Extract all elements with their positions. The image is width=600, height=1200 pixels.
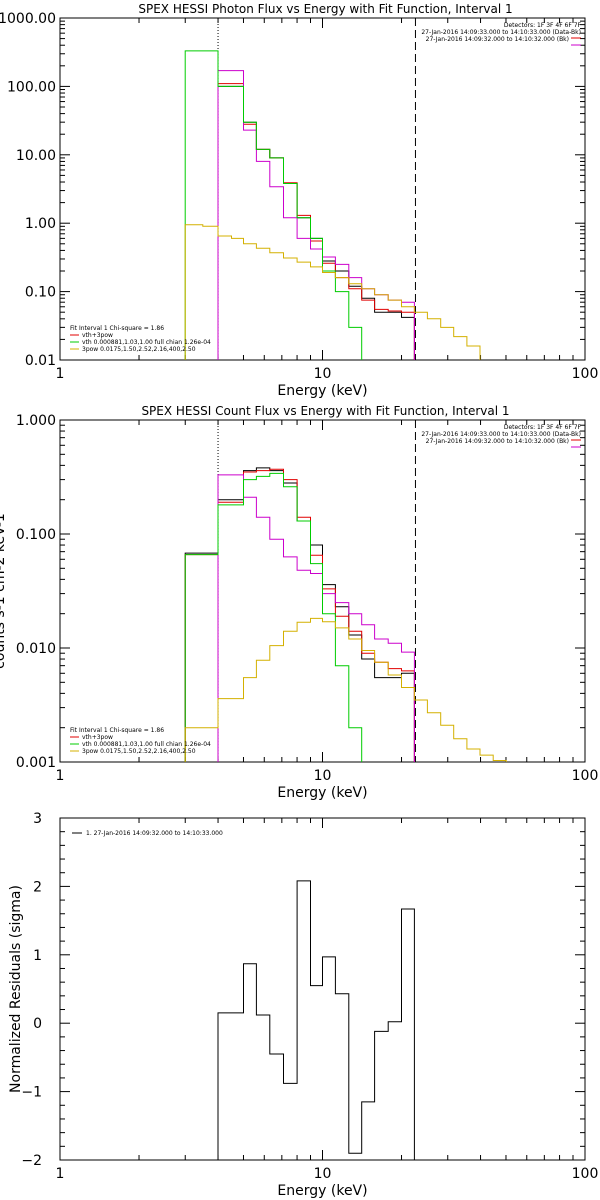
y-tick-label: 1.00 [25,216,56,232]
legend-entry: vth 0.000881,1.03,1.00 full chian 1.26e-… [82,339,211,346]
chart-title: SPEX HESSI Photon Flux vs Energy with Fi… [138,2,512,16]
y-tick-label: 3 [33,811,42,827]
legend-entry: 3pow 0.0175,1.50,2.52,2.16,400,2.50 [82,346,196,353]
legend-entry: Fit Interval 1 Chi-square = 1.86 [70,727,164,734]
series-black-histogram [217,85,415,360]
x-tick-label: 10 [314,366,332,382]
series-green-histogram [184,472,363,762]
series-yellow-histogram [184,224,481,360]
series-magenta-histogram [217,70,415,360]
legend-entry: vth 0.000881,1.03,1.00 full chian 1.26e-… [82,741,211,748]
legend-entry: vth+3pow [82,734,113,741]
x-axis-label: Energy (keV) [277,785,367,801]
y-tick-label: 0.01 [25,353,56,369]
y-tick-label: 1.000 [16,413,56,429]
x-tick-label: 1 [56,1166,65,1182]
y-tick-label: 0.001 [16,755,56,771]
x-tick-label: 10 [314,768,332,784]
y-tick-label: 1 [33,948,42,964]
detector-header-line: Detectors: 1F 3F 4F 6F 7F [504,22,582,29]
detector-header-line: 27-Jan-2016 14:09:32.000 to 14:10:32.000… [426,438,569,445]
series-black-histogram [184,467,415,762]
x-tick-label: 1 [56,768,65,784]
x-tick-label: 100 [572,1166,599,1182]
x-tick-label: 10 [314,1166,332,1182]
series-red-histogram [217,83,415,360]
x-tick-label: 1 [56,366,65,382]
y-tick-label: −1 [21,1085,42,1101]
detector-header-line: 27-Jan-2016 14:09:33.000 to 14:10:33.000… [421,29,581,36]
y-tick-label: 10.00 [16,148,56,164]
detector-header-line: Detectors: 1F 3F 4F 6F 7F [504,424,582,431]
panel-2: 1 10 100 0.001 0.010 0.100 1.000 SPEX HESSI Cou… [0,404,598,801]
x-tick-label: 100 [572,768,599,784]
x-axis-label: Energy (keV) [277,1183,367,1199]
legend-entry: 1. 27-Jan-2016 14:09:32.000 to 14:10:33.… [86,830,223,837]
y-tick-label: 100.00 [7,79,56,95]
legend-entry: Fit Interval 1 Chi-square = 1.86 [70,325,164,332]
series-green-histogram [184,50,363,360]
y-tick-label: 0.010 [16,641,56,657]
series-red-histogram [184,468,415,762]
y-tick-label: 0.100 [16,527,56,543]
y-tick-label: 0.10 [25,285,56,301]
detector-header-line: 27-Jan-2016 14:09:33.000 to 14:10:33.000… [421,431,581,438]
y-tick-label: −2 [21,1153,42,1169]
panel-1: 1 10 100 0.01 0.10 1.00 10.00 100.00 1000.00 SPEX… [0,2,598,399]
y-tick-label: 2 [33,879,42,895]
x-tick-label: 100 [572,366,599,382]
y-axis-label: counts s-1 cm-2 keV-1 [0,513,8,669]
plot-frame [59,17,586,361]
legend-entry: vth+3pow [82,332,113,339]
series-yellow-histogram [184,617,507,762]
detector-header-line: 27-Jan-2016 14:09:32.000 to 14:10:32.000… [426,36,569,43]
plot-frame [59,817,586,1161]
y-axis-label: Normalized Residuals (sigma) [8,885,24,1093]
chart-title: SPEX HESSI Count Flux vs Energy with Fit… [141,404,509,418]
panel-3: 1 10 100 −2 −1 0 1 2 3 Energy (keV) Normalized Res… [8,811,598,1199]
x-axis-label: Energy (keV) [277,383,367,399]
y-tick-label: 0 [33,1016,42,1032]
series-black-histogram [217,880,415,1160]
legend-entry: 3pow 0.0175,1.50,2.52,2.16,400,2.50 [82,748,196,755]
y-tick-label: 1000.00 [0,11,56,27]
